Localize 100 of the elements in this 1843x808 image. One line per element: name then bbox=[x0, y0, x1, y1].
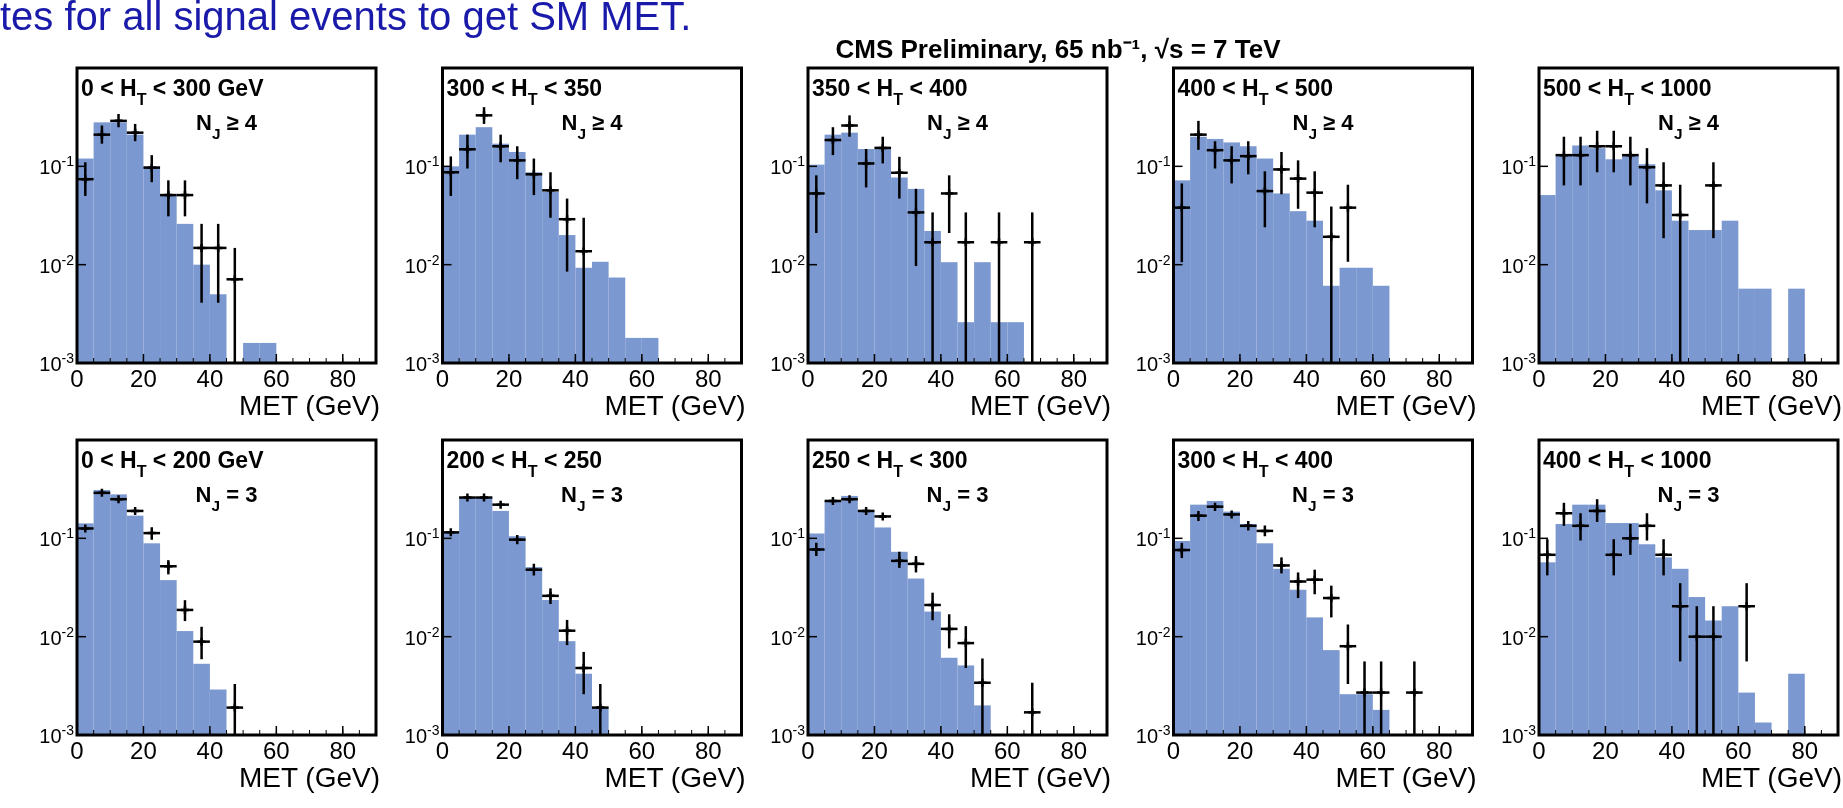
x-axis-title: MET (GeV) bbox=[969, 762, 1111, 793]
x-tick-label: 0 bbox=[70, 365, 84, 392]
x-tick-label: 0 bbox=[1166, 737, 1181, 764]
text: 350 < H$_{T}$ < 400 bbox=[812, 75, 968, 108]
text: 250 < H$_{T}$ < 300 bbox=[812, 447, 968, 480]
x-tick-label: 0 bbox=[435, 737, 450, 764]
text: N$_{J}$ = 3 bbox=[926, 482, 989, 514]
x-tick-label: 0 bbox=[1532, 365, 1546, 392]
text: 0 < H$_{T}$ < 300 GeV bbox=[81, 75, 265, 108]
y-tick-label: 10$^{-2}$ bbox=[39, 251, 75, 277]
text: 400 < H$_{T}$ < 1000 bbox=[1543, 447, 1712, 480]
text: 500 < H$_{T}$ < 1000 bbox=[1543, 75, 1712, 108]
text: 0 < H$_{T}$ < 200 GeV bbox=[81, 447, 265, 480]
x-tick-label: 20 bbox=[495, 737, 523, 764]
y-tick-label: 10$^{-1}$ bbox=[1501, 153, 1537, 179]
x-tick-label: 60 bbox=[262, 737, 290, 764]
x-tick-label: 20 bbox=[130, 737, 157, 764]
x-tick-label: 20 bbox=[861, 365, 888, 392]
x-axis-title: MET (GeV) bbox=[1700, 762, 1842, 793]
x-tick-label: 0 bbox=[1532, 737, 1546, 764]
x-tick-label: 60 bbox=[262, 365, 290, 392]
x-axis-title: MET (GeV) bbox=[604, 762, 746, 793]
x-axis-title: MET (GeV) bbox=[238, 762, 380, 793]
text: N$_{J}$ = 3 bbox=[561, 482, 623, 514]
x-tick-label: 40 bbox=[927, 365, 955, 392]
x-tick-label: 80 bbox=[329, 365, 357, 392]
text: N$_{J}$ = 3 bbox=[195, 482, 258, 514]
x-axis-title: MET (GeV) bbox=[238, 390, 380, 421]
text: N$_{J}$ = 3 bbox=[1657, 482, 1720, 514]
x-tick-label: 60 bbox=[628, 737, 656, 764]
y-tick-label: 10$^{-1}$ bbox=[404, 525, 440, 551]
y-tick-label: 10$^{-1}$ bbox=[1501, 525, 1537, 551]
text: N$_{J}$ ≥ 4 bbox=[1292, 110, 1355, 142]
x-tick-label: 80 bbox=[1425, 737, 1453, 764]
x-tick-label: 60 bbox=[993, 365, 1021, 392]
x-tick-label: 20 bbox=[1592, 365, 1619, 392]
text: 300 < H$_{T}$ < 400 bbox=[1177, 447, 1334, 480]
x-tick-label: 60 bbox=[1359, 737, 1387, 764]
y-tick-label: 10$^{-2}$ bbox=[1501, 251, 1537, 277]
x-tick-label: 80 bbox=[1060, 737, 1088, 764]
text: N$_{J}$ ≥ 4 bbox=[196, 110, 258, 142]
x-tick-label: 0 bbox=[70, 737, 84, 764]
x-tick-label: 60 bbox=[1724, 737, 1752, 764]
y-tick-label: 10$^{-1}$ bbox=[1135, 525, 1171, 551]
text: N$_{J}$ ≥ 4 bbox=[1658, 110, 1720, 142]
x-axis-title: MET (GeV) bbox=[969, 390, 1111, 421]
y-tick-label: 10$^{-2}$ bbox=[404, 623, 440, 649]
y-tick-label: 10$^{-1}$ bbox=[770, 525, 806, 551]
x-tick-label: 40 bbox=[196, 737, 224, 764]
text: 300 < H$_{T}$ < 350 bbox=[446, 75, 603, 108]
x-tick-label: 20 bbox=[861, 737, 888, 764]
x-tick-label: 40 bbox=[927, 737, 955, 764]
y-tick-label: 10$^{-2}$ bbox=[39, 623, 75, 649]
text: N$_{J}$ = 3 bbox=[1292, 482, 1354, 514]
x-axis-title: MET (GeV) bbox=[1700, 390, 1842, 421]
x-tick-label: 40 bbox=[196, 365, 224, 392]
text: N$_{J}$ ≥ 4 bbox=[561, 110, 624, 142]
x-tick-label: 0 bbox=[801, 365, 815, 392]
y-tick-label: 10$^{-1}$ bbox=[1135, 153, 1171, 179]
x-tick-label: 40 bbox=[562, 365, 589, 392]
x-tick-label: 80 bbox=[694, 365, 722, 392]
x-tick-label: 80 bbox=[1791, 365, 1819, 392]
y-tick-label: 10$^{-2}$ bbox=[1501, 623, 1537, 649]
x-tick-label: 40 bbox=[1293, 737, 1320, 764]
y-tick-label: 10$^{-1}$ bbox=[404, 153, 440, 179]
x-tick-label: 80 bbox=[1791, 737, 1819, 764]
x-tick-label: 0 bbox=[1166, 365, 1181, 392]
x-tick-label: 60 bbox=[1359, 365, 1387, 392]
x-tick-label: 40 bbox=[1658, 365, 1686, 392]
x-tick-label: 80 bbox=[1060, 365, 1088, 392]
x-tick-label: 0 bbox=[435, 365, 450, 392]
text: tes for all signal events to get SM MET. bbox=[0, 0, 692, 38]
text: CMS Preliminary, 65 nb⁻¹, √s = 7 TeV bbox=[835, 34, 1282, 64]
x-tick-label: 40 bbox=[562, 737, 589, 764]
y-tick-label: 10$^{-2}$ bbox=[770, 251, 806, 277]
x-tick-label: 20 bbox=[1226, 737, 1254, 764]
y-tick-label: 10$^{-1}$ bbox=[39, 153, 75, 179]
x-tick-label: 60 bbox=[993, 737, 1021, 764]
x-tick-label: 80 bbox=[329, 737, 357, 764]
x-tick-label: 80 bbox=[1425, 365, 1453, 392]
x-tick-label: 60 bbox=[1724, 365, 1752, 392]
text: N$_{J}$ ≥ 4 bbox=[927, 110, 989, 142]
x-tick-label: 80 bbox=[694, 737, 722, 764]
y-tick-label: 10$^{-2}$ bbox=[1135, 623, 1171, 649]
x-tick-label: 20 bbox=[495, 365, 523, 392]
x-tick-label: 20 bbox=[1592, 737, 1619, 764]
x-axis-title: MET (GeV) bbox=[1335, 390, 1477, 421]
text: 200 < H$_{T}$ < 250 bbox=[446, 447, 603, 480]
x-axis-title: MET (GeV) bbox=[1335, 762, 1477, 793]
y-tick-label: 10$^{-2}$ bbox=[404, 251, 440, 277]
x-axis-title: MET (GeV) bbox=[604, 390, 746, 421]
x-tick-label: 0 bbox=[801, 737, 815, 764]
x-tick-label: 20 bbox=[130, 365, 157, 392]
y-tick-label: 10$^{-2}$ bbox=[770, 623, 806, 649]
x-tick-label: 60 bbox=[628, 365, 656, 392]
x-tick-label: 40 bbox=[1658, 737, 1686, 764]
y-tick-label: 10$^{-2}$ bbox=[1135, 251, 1171, 277]
y-tick-label: 10$^{-1}$ bbox=[39, 525, 75, 551]
x-tick-label: 20 bbox=[1226, 365, 1254, 392]
text: 400 < H$_{T}$ < 500 bbox=[1177, 75, 1334, 108]
